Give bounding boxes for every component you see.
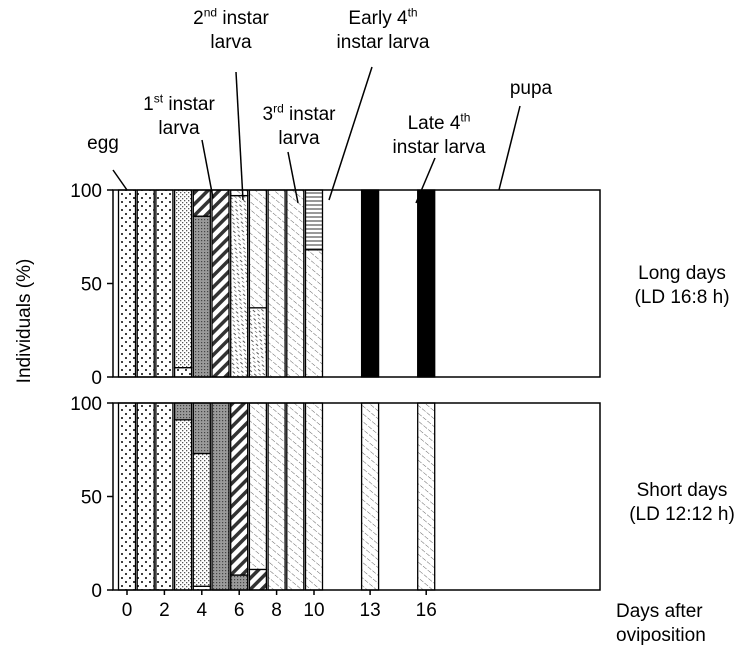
bar-segment — [192, 402, 211, 455]
label-pupa: pupa — [509, 78, 553, 99]
bar-segment — [304, 189, 324, 251]
x-tick-label: 8 — [271, 600, 282, 621]
y-tick-label: 100 — [70, 181, 102, 202]
x-tick-label: 2 — [159, 600, 170, 621]
bar-segment — [360, 402, 380, 591]
y-tick-label: 0 — [91, 368, 102, 389]
bar-segment — [286, 189, 305, 378]
y-tick-label: 50 — [81, 275, 102, 296]
pointer-first-instar — [201, 139, 214, 199]
bar-segment — [192, 189, 211, 217]
y-axis-label: Individuals (%) — [14, 258, 35, 384]
x-tick-label: 0 — [122, 600, 133, 621]
bar-segment — [230, 402, 249, 576]
label-pointer-lines — [112, 66, 521, 204]
bar-segment — [248, 307, 268, 378]
label-late-fourth-instar: Late 4th instar larva — [392, 110, 486, 158]
bars-layer — [117, 189, 436, 591]
label-early-fourth-instar: Early 4th instar larva — [336, 5, 430, 53]
pointer-late-fourth — [415, 157, 436, 204]
bar-segment — [248, 189, 268, 309]
x-tick-label: 16 — [416, 600, 437, 621]
x-tick-label: 13 — [360, 600, 381, 621]
bar-segment — [417, 189, 436, 378]
bar-segment — [248, 402, 268, 571]
bar-segment — [155, 402, 174, 591]
bar-segment — [173, 366, 193, 378]
pointer-pupa — [498, 105, 521, 191]
bar-segment — [230, 194, 249, 378]
bar-segment — [173, 189, 193, 369]
x-tick-label: 10 — [303, 600, 324, 621]
bar-segment — [136, 189, 155, 378]
label-third-instar: 3rd instar larva — [262, 101, 336, 149]
pointer-third-instar — [287, 151, 299, 204]
bar-segment — [267, 189, 286, 378]
label-first-instar: 1st instar larva — [143, 91, 215, 139]
x-tick-label: 4 — [197, 600, 208, 621]
bar-segment — [417, 402, 436, 591]
y-tick-label: 100 — [70, 394, 102, 415]
bar-segment — [173, 402, 193, 421]
panel-label-long-days: Long days (LD 16:8 h) — [634, 263, 730, 308]
x-tick-label: 6 — [234, 600, 245, 621]
bar-segment — [230, 574, 249, 591]
label-egg: egg — [87, 133, 119, 154]
bar-segment — [211, 402, 230, 591]
x-axis-label: Days after oviposition — [616, 601, 706, 646]
bar-segment — [155, 189, 174, 378]
bar-segment — [211, 189, 230, 378]
bar-segment — [360, 189, 380, 378]
bar-segment — [230, 189, 249, 197]
bar-segment — [117, 189, 137, 378]
bar-segment — [304, 402, 324, 591]
y-tick-label: 0 — [91, 581, 102, 602]
panel-label-short-days: Short days (LD 12:12 h) — [629, 480, 735, 525]
bar-segment — [136, 402, 155, 591]
y-tick-label: 50 — [81, 488, 102, 509]
pointer-early-fourth — [328, 66, 373, 201]
bar-segment — [117, 402, 137, 591]
bar-segment — [286, 402, 305, 591]
label-second-instar: 2nd instar larva — [193, 5, 269, 53]
bar-segment — [304, 249, 324, 378]
pointer-second-instar — [235, 71, 244, 201]
bar-segment — [192, 452, 211, 587]
axes-layer: 0 50 100 0 50 100 0 2 4 6 8 10 13 16 — [70, 181, 601, 621]
pointer-egg — [112, 169, 128, 191]
bar-segment — [267, 402, 286, 591]
bar-segment — [173, 419, 193, 591]
bar-segment — [192, 215, 211, 378]
bar-segment — [248, 568, 268, 591]
